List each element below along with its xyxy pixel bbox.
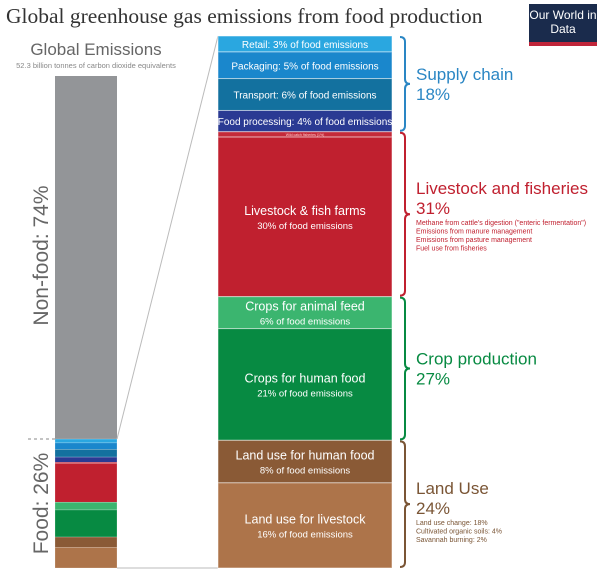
group-brace bbox=[399, 440, 411, 568]
left-heading: Global Emissions bbox=[30, 40, 161, 59]
food-segment bbox=[217, 296, 393, 330]
food-segment bbox=[217, 136, 393, 298]
left-food-segment bbox=[54, 438, 118, 444]
segment-sublabel: 6% of food emissions bbox=[260, 317, 351, 328]
segment-label: Land use for livestock bbox=[245, 512, 367, 526]
group-percent: 31% bbox=[416, 199, 450, 218]
group-note: Cultivated organic soils: 4% bbox=[416, 529, 502, 536]
segment-sublabel: 30% of food emissions bbox=[257, 221, 353, 232]
group-percent: 27% bbox=[416, 370, 450, 389]
food-segment bbox=[217, 439, 393, 484]
group-name: Supply chain bbox=[416, 65, 513, 84]
group-note: Land use change: 18% bbox=[416, 520, 488, 527]
left-subheading: 52.3 billion tonnes of carbon dioxide eq… bbox=[16, 61, 176, 70]
left-food-segment bbox=[54, 456, 118, 463]
left-food-segment bbox=[54, 442, 118, 450]
left-food-segment bbox=[54, 547, 118, 569]
group-percent: 24% bbox=[416, 499, 450, 518]
segment-label: Crops for human food bbox=[245, 371, 366, 385]
segment-sublabel: 21% of food emissions bbox=[257, 388, 353, 399]
segment-label: Land use for human food bbox=[236, 449, 375, 463]
left-food-segment bbox=[54, 536, 118, 548]
segment-sublabel: 8% of food emissions bbox=[260, 466, 351, 477]
group-brace bbox=[399, 36, 411, 132]
food-label: Food: 26% bbox=[30, 453, 53, 555]
left-food-segment bbox=[54, 449, 118, 458]
owid-logo: Our World in Data bbox=[529, 4, 597, 46]
group-name: Livestock and fisheries bbox=[416, 179, 588, 198]
segment-sublabel: 16% of food emissions bbox=[257, 529, 353, 540]
group-name: Crop production bbox=[416, 350, 537, 369]
left-food-segment bbox=[54, 501, 118, 511]
left-food-segment bbox=[54, 463, 118, 503]
food-segment bbox=[217, 78, 393, 111]
group-note: Savannah burning: 2% bbox=[416, 537, 487, 544]
group-brace bbox=[399, 296, 411, 441]
food-segment bbox=[217, 328, 393, 441]
group-note: Emissions from manure management bbox=[416, 229, 532, 236]
left-food-segment bbox=[54, 509, 118, 538]
nonfood-label: Non-food: 74% bbox=[30, 185, 53, 325]
group-note: Methane from cattle's digestion ("enteri… bbox=[416, 220, 586, 227]
segment-label: Wild catch fisheries (1%) bbox=[286, 133, 325, 137]
group-name: Land Use bbox=[416, 479, 489, 498]
chart-title: Global greenhouse gas emissions from foo… bbox=[6, 4, 483, 28]
food-segment bbox=[217, 482, 393, 569]
group-brace bbox=[399, 131, 411, 297]
segment-label: Transport: 6% of food emissions bbox=[233, 91, 376, 102]
segment-label: Retail: 3% of food emissions bbox=[242, 40, 368, 51]
segment-label: Livestock & fish farms bbox=[244, 204, 366, 218]
group-note: Emissions from pasture management bbox=[416, 237, 532, 244]
segment-label: Crops for animal feed bbox=[245, 300, 365, 314]
food-segment bbox=[217, 51, 393, 80]
group-note: Fuel use from fisheries bbox=[416, 246, 487, 253]
segment-label: Food processing: 4% of food emissions bbox=[218, 117, 393, 128]
group-percent: 18% bbox=[416, 85, 450, 104]
nonfood-bar bbox=[55, 76, 117, 440]
segment-label: Packaging: 5% of food emissions bbox=[231, 61, 378, 72]
logo-text: Our World in Data bbox=[529, 8, 597, 36]
connector-line-top bbox=[116, 35, 219, 440]
